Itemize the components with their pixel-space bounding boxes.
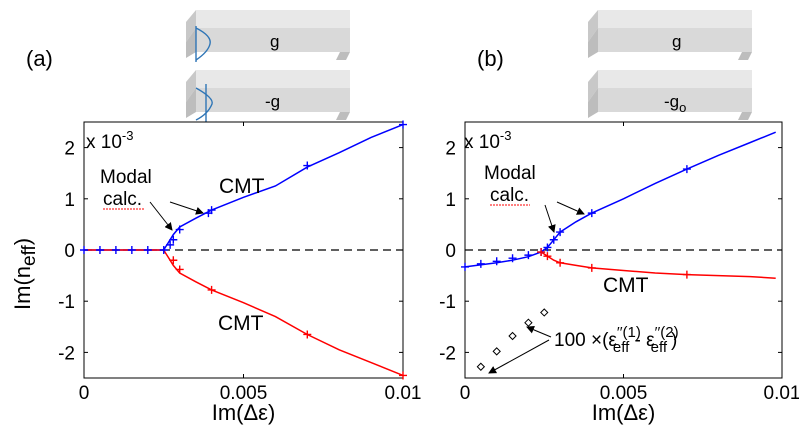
panel-label-a: (a) [26, 46, 53, 71]
modal-upper-marker [461, 262, 469, 271]
modal-arrow-a2 [169, 201, 204, 215]
cmt-lower-curve [84, 249, 404, 377]
annotations-b: Modal calc. CMT 100 ×(ε′′(1) eff - ε′′(2)… [484, 163, 679, 374]
modal-lower-marker [556, 258, 565, 267]
modal-upper-marker [95, 246, 104, 254]
modal-arrow-b2 [556, 201, 585, 215]
y-tick-label: 2 [445, 139, 456, 160]
modal-label-b-line1: Modal [484, 163, 536, 184]
cmt-lower-label-b: CMT [603, 274, 649, 297]
cmt-lower-label-a: CMT [218, 312, 264, 335]
modal-upper-marker [207, 206, 216, 215]
modal-lower-marker [303, 330, 312, 339]
modal-lower-marker [399, 371, 407, 380]
diff-arrow-2 [526, 326, 552, 338]
plot-a: 0 0.005 0.01 -2 -1 0 1 2 Im(Δε) [58, 120, 422, 425]
x-tick-label: 0.005 [600, 383, 648, 404]
modal-upper-marker [303, 161, 312, 170]
modal-upper-marker [508, 254, 517, 263]
y-tick-label: -2 [439, 343, 456, 364]
modal-upper-marker [549, 235, 558, 244]
plate-label-bottom-a: -g [265, 92, 280, 111]
modal-upper-marker [143, 246, 152, 254]
plate-bottom-b: -go [588, 70, 752, 120]
modal-label-a-line2: calc. [103, 189, 142, 210]
y-tick-label: 2 [64, 139, 75, 160]
modal-lower-marker [587, 263, 596, 272]
modal-lower-marker [169, 256, 178, 265]
modal-upper-marker [166, 240, 175, 249]
diff-arrow-1 [488, 339, 550, 374]
modal-upper-marker [476, 259, 485, 268]
cmt-lower-curve [540, 251, 776, 279]
modal-label-b-line2: calc. [490, 185, 529, 206]
diff-diamond-marker [524, 318, 533, 327]
ylabel-a: Im(neff) [10, 238, 40, 310]
plate-label-sub-b: o [679, 100, 686, 115]
cmt-upper-label-a: CMT [219, 175, 265, 198]
plate-top-b: g [588, 10, 752, 60]
modal-upper-marker [127, 246, 136, 254]
cmt-upper-curve [84, 123, 404, 251]
modal-upper-marker [682, 165, 691, 174]
modal-upper-marker [80, 246, 88, 254]
modal-label-a-line1: Modal [100, 167, 152, 188]
y-tick-label: 1 [445, 190, 456, 211]
cmt-upper-curve [464, 131, 776, 268]
modal-upper-marker [543, 243, 552, 252]
modal-upper-marker [175, 225, 184, 234]
x-axis-label: Im(Δε) [212, 400, 276, 425]
plate-top-a: g [186, 10, 350, 62]
plate-bottom-a: -g [186, 70, 350, 122]
modal-upper-marker [159, 246, 168, 254]
modal-lower-marker [543, 252, 552, 261]
x-tick-label: 0.005 [220, 383, 268, 404]
diff-diamond-marker [492, 347, 501, 356]
y-tick-label: 0 [64, 241, 75, 262]
modal-upper-marker [399, 120, 407, 129]
y-tick-label: 0 [445, 241, 456, 262]
modal-upper-marker [169, 235, 178, 244]
diff-diamond-marker [508, 331, 517, 341]
x-tick-label: 0 [79, 383, 90, 404]
modal-arrow-a1 [149, 201, 173, 231]
plate-label-bottom-b: -go [664, 92, 686, 115]
modal-upper-marker [556, 228, 565, 237]
exponent-a: x 10-3 [86, 128, 133, 153]
modal-lower-marker [682, 270, 691, 279]
y-tick-label: -2 [58, 343, 75, 364]
diff-diamond-marker [540, 308, 549, 317]
modal-arrow-b1 [544, 204, 556, 233]
y-tick-label: 1 [64, 190, 75, 211]
y-tick-label: -1 [58, 292, 75, 313]
mode-profile-bottom-a [195, 87, 213, 121]
diff-diamond-marker [476, 362, 486, 371]
x-tick-label: 0.01 [764, 383, 799, 404]
x-tick-label: 0.01 [385, 383, 422, 404]
y-tick-label: -1 [439, 292, 456, 313]
diff-label: 100 ×(ε′′(1) eff - ε′′(2) eff) [554, 324, 679, 356]
modal-lower-marker [175, 265, 184, 274]
plate-label-top-a: g [270, 32, 279, 51]
exponent-b: x 10-3 [464, 128, 511, 153]
panel-label-b: (b) [477, 46, 504, 71]
x-axis-label: Im(Δε) [592, 400, 656, 425]
x-tick-label: 0 [460, 383, 471, 404]
plot-b: 0 0.005 0.01 -2 -1 0 1 2 Im(Δε) [439, 121, 799, 425]
modal-upper-marker [587, 209, 596, 218]
modal-lower-marker [207, 285, 216, 294]
modal-upper-marker [492, 257, 501, 266]
modal-upper-marker [111, 246, 120, 254]
modal-lower-marker [537, 248, 546, 257]
mode-profile-top-a [195, 27, 211, 61]
plate-label-top-b: g [672, 32, 681, 51]
annotations-a: Modal calc. CMT CMT [100, 167, 265, 335]
modal-upper-marker [524, 251, 533, 260]
